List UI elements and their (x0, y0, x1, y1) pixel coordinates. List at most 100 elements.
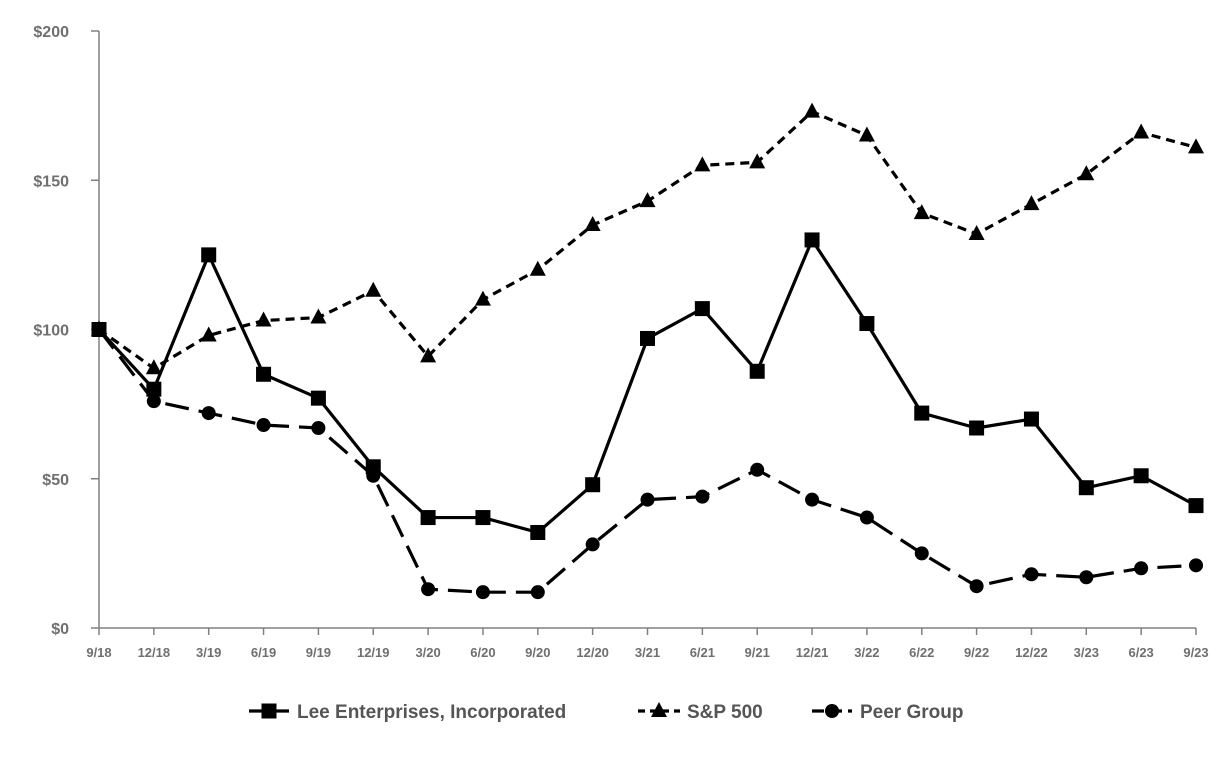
data-point-triangle (365, 281, 382, 297)
data-point-triangle (310, 308, 327, 324)
series-lines (91, 102, 1204, 600)
data-point-square (475, 510, 491, 526)
data-point-square (420, 510, 436, 526)
data-point-triangle (913, 204, 930, 220)
x-tick-label: 3/23 (1074, 645, 1099, 660)
legend-item-peer-group: Peer Group (812, 702, 963, 723)
data-point-square (585, 477, 601, 493)
data-point-triangle (529, 260, 546, 276)
data-point-triangle (584, 216, 601, 232)
legend-item-s-p-500: S&P 500 (638, 702, 763, 723)
x-tick-label: 3/19 (196, 645, 221, 660)
data-point-triangle (858, 126, 875, 142)
x-tick-label: 12/22 (1015, 645, 1048, 660)
data-point-circle (914, 546, 929, 561)
legend-label: S&P 500 (687, 702, 763, 723)
data-point-triangle (420, 347, 437, 363)
data-point-triangle (474, 290, 491, 306)
legend: Lee Enterprises, Incorporated S&P 500 Peer… (249, 702, 963, 723)
data-point-square (804, 232, 820, 248)
data-point-circle (475, 585, 490, 600)
data-point-square (1078, 480, 1094, 496)
data-point-circle (640, 492, 655, 507)
legend-marker-square (261, 703, 277, 719)
data-point-circle (1079, 570, 1094, 585)
data-point-triangle (749, 153, 766, 169)
data-point-circle (92, 322, 106, 337)
x-tick-label: 12/21 (796, 645, 829, 660)
x-tick-label: 12/19 (357, 645, 390, 660)
data-point-triangle (1023, 195, 1040, 211)
x-tick-label: 9/18 (86, 645, 111, 660)
data-point-square (749, 363, 765, 379)
legend-label: Lee Enterprises, Incorporated (297, 702, 566, 723)
y-tick-label: $200 (33, 24, 69, 41)
data-point-circle (311, 421, 326, 436)
x-tick-label: 12/18 (138, 645, 171, 660)
legend-item-lee-enterprises-incorporated: Lee Enterprises, Incorporated (249, 702, 566, 723)
data-point-square (914, 405, 930, 421)
tick-labels: $0 $50 $100 $150 $200 9/18 12/18 3/19 6/19 9/19 12… (33, 24, 1208, 660)
data-point-square (146, 381, 162, 397)
data-point-triangle (968, 224, 985, 240)
x-tick-label: 9/22 (964, 645, 989, 660)
data-point-triangle (804, 102, 821, 118)
data-point-circle (530, 585, 545, 600)
data-point-square (969, 420, 985, 436)
data-point-circle (859, 510, 874, 525)
x-tick-label: 9/23 (1183, 645, 1208, 660)
y-tick-label: $50 (42, 472, 69, 489)
y-tick-label: $150 (33, 173, 69, 190)
data-point-circle (201, 406, 216, 421)
data-point-circle (146, 394, 161, 409)
data-point-square (1133, 468, 1149, 484)
y-tick-label: $0 (51, 621, 69, 638)
series-s-p-500 (91, 102, 1204, 375)
data-point-square (640, 330, 655, 346)
data-point-square (694, 301, 710, 317)
data-point-triangle (200, 326, 217, 342)
x-tick-label: 3/20 (415, 645, 440, 660)
data-point-circle (585, 537, 600, 552)
series-line (98, 109, 1197, 370)
data-point-circle (421, 582, 436, 597)
data-point-circle (969, 579, 984, 594)
data-point-circle (1134, 561, 1149, 576)
data-point-triangle (1133, 123, 1150, 139)
x-tick-label: 6/20 (470, 645, 495, 660)
data-point-triangle (639, 192, 656, 208)
data-point-square (310, 390, 326, 406)
data-point-circle (256, 418, 271, 433)
x-tick-label: 12/20 (576, 645, 609, 660)
data-point-square (201, 247, 217, 263)
data-point-triangle (694, 156, 711, 172)
x-tick-label: 9/20 (525, 645, 550, 660)
x-tick-label: 9/19 (306, 645, 331, 660)
x-tick-label: 6/22 (909, 645, 934, 660)
y-tick-label: $100 (33, 323, 69, 340)
data-point-circle (750, 462, 765, 477)
data-point-circle (1024, 567, 1039, 582)
data-point-circle (1189, 558, 1203, 573)
data-point-triangle (255, 311, 272, 327)
legend-marker-triangle (651, 702, 667, 717)
x-tick-label: 9/21 (745, 645, 770, 660)
x-tick-label: 3/22 (854, 645, 879, 660)
data-point-square (859, 316, 875, 332)
data-point-square (530, 524, 546, 540)
data-point-square (1188, 498, 1204, 514)
data-point-triangle (145, 359, 162, 375)
x-tick-label: 6/19 (251, 645, 276, 660)
data-point-square (256, 366, 272, 382)
data-point-circle (366, 468, 381, 483)
legend-marker-circle (825, 704, 839, 718)
data-point-triangle (1078, 165, 1095, 181)
data-point-circle (695, 489, 710, 504)
data-point-circle (805, 492, 820, 507)
series-line (97, 328, 1197, 594)
data-point-triangle (1188, 138, 1204, 154)
x-tick-label: 3/21 (635, 645, 660, 660)
legend-label: Peer Group (860, 702, 963, 723)
